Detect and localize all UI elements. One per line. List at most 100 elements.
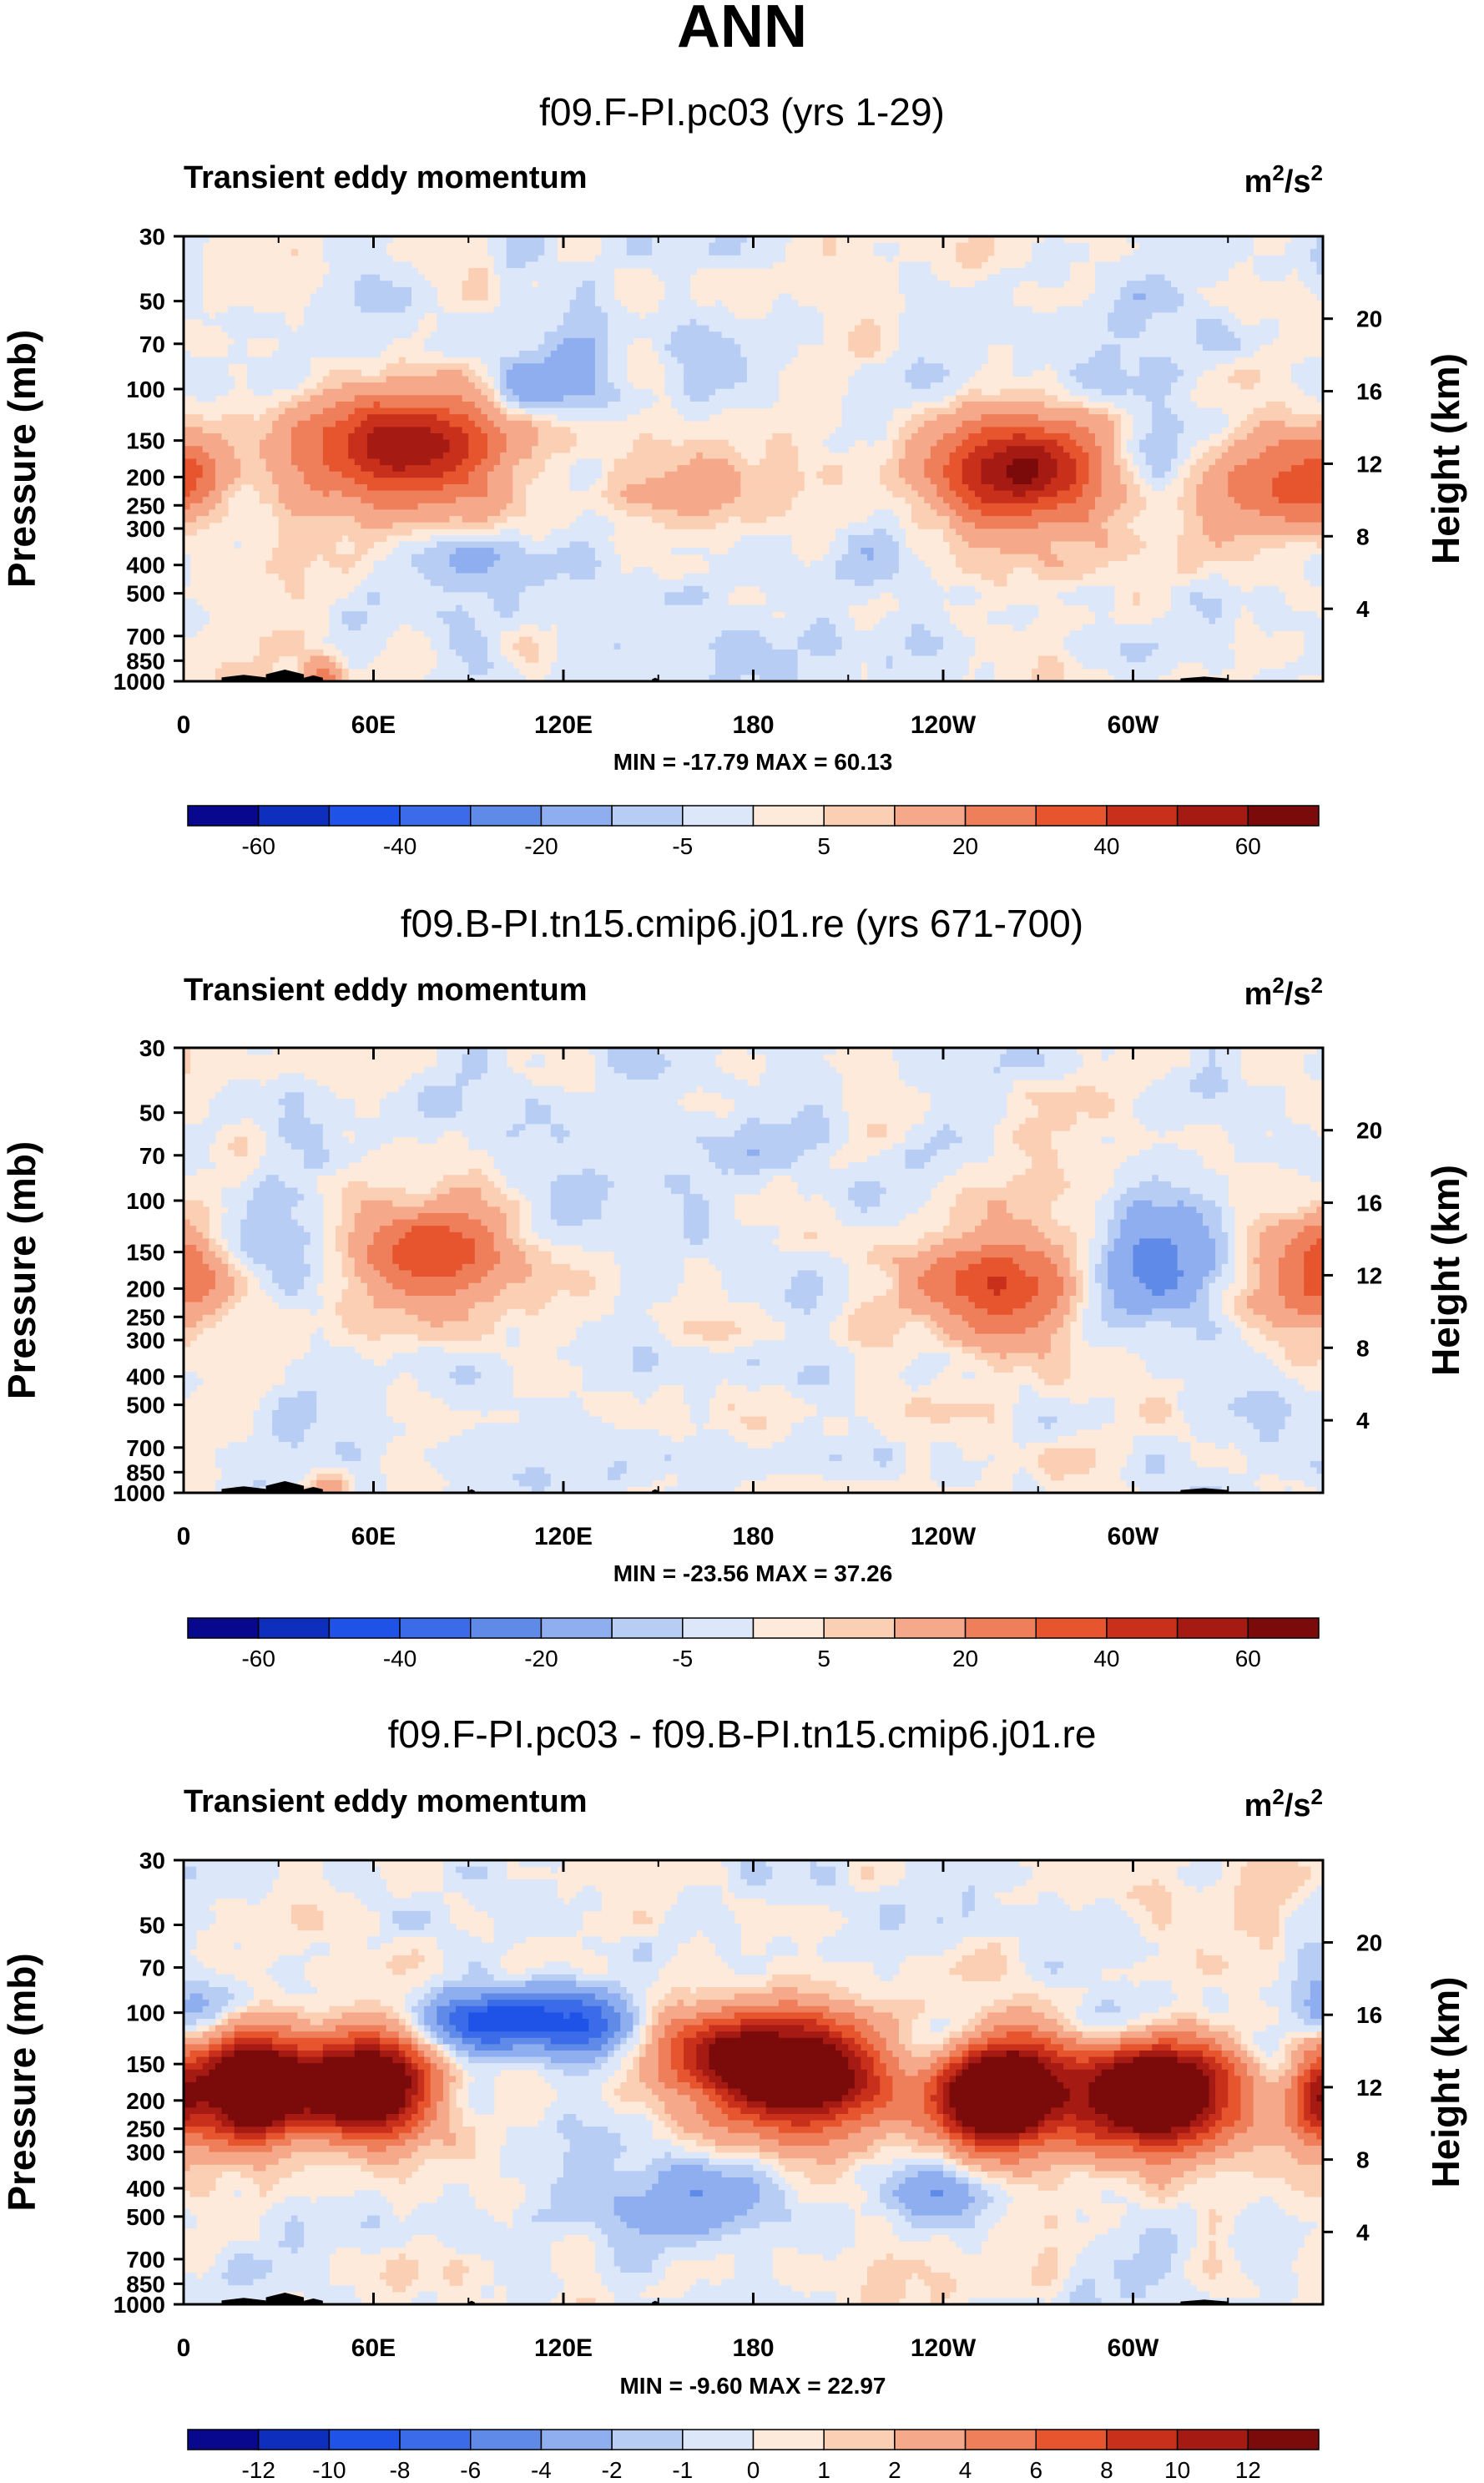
y-tick-label: 150	[126, 1240, 165, 1266]
y-tick-label: 200	[126, 1276, 165, 1302]
panel-2: f09.B-PI.tn15.cmip6.j01.re (yrs 671-700)…	[0, 902, 1467, 1671]
colorbar-swatch	[328, 1617, 401, 1639]
terrain-mask	[265, 2293, 305, 2304]
y-tick-label: 150	[126, 2051, 165, 2077]
units-units-mid: /s	[1285, 1788, 1311, 1823]
variable-label: Transient eddy momentum	[184, 160, 588, 195]
colorbar-swatch	[752, 805, 825, 827]
y-right-tick-label: 20	[1356, 1930, 1382, 1956]
colorbar-label: -20	[524, 833, 558, 859]
terrain-mask	[265, 1481, 305, 1493]
y-tick-label: 300	[126, 2139, 165, 2165]
x-tick-label: 60W	[1108, 1523, 1159, 1550]
colorbar: -12 -10 -8 -6 -4 -2 -1 0 1 2 4 6 8 10 12	[187, 2429, 1320, 2483]
x-tick-label: 60E	[351, 1523, 396, 1550]
y-tick-label: 50	[139, 1100, 165, 1126]
units-units-mid: /s	[1285, 977, 1311, 1012]
colorbar-swatch	[1176, 805, 1249, 827]
y-tick-label: 250	[126, 493, 165, 518]
colorbar-swatch	[328, 2429, 401, 2450]
colorbar-label: -8	[390, 2457, 411, 2483]
y-right-tick-label: 12	[1356, 1262, 1382, 1288]
colorbar-label: 5	[817, 833, 830, 859]
contour-field	[184, 1048, 1323, 1493]
colorbar-swatch	[1035, 1617, 1108, 1639]
colorbar-swatch	[1247, 1617, 1320, 1639]
y-tick-label: 100	[126, 1188, 165, 1214]
terrain-mask	[304, 2298, 323, 2304]
units-label: m2/s2	[1244, 160, 1323, 200]
colorbar-swatch	[682, 1617, 755, 1639]
colorbar-swatch	[611, 805, 684, 827]
colorbar: -60 -40 -20 -5 5 20 40 60	[187, 805, 1320, 859]
colorbar-swatch	[1247, 805, 1320, 827]
colorbar-label: -5	[672, 833, 693, 859]
y-tick-label: 300	[126, 1327, 165, 1353]
y-tick-label: 1000	[114, 1480, 165, 1506]
y-right-tick-label: 12	[1356, 2075, 1382, 2101]
figure-title: ANN	[677, 0, 807, 60]
colorbar-label: 40	[1093, 833, 1119, 859]
colorbar-swatch	[540, 805, 613, 827]
x-tick-label: 0	[177, 1523, 191, 1550]
colorbar-swatch	[752, 2429, 825, 2450]
contour-field	[184, 1860, 1323, 2304]
y-tick-label: 30	[139, 224, 165, 250]
y-right-axis-title: Height (km)	[1424, 1165, 1467, 1376]
colorbar-label: 12	[1235, 2457, 1261, 2483]
y-tick-label: 500	[126, 2204, 165, 2230]
terrain-mask	[221, 2298, 266, 2304]
y-right-tick-label: 16	[1356, 2002, 1382, 2028]
x-tick-label: 120E	[534, 1523, 593, 1550]
colorbar-swatch	[682, 805, 755, 827]
units-units-sup1: 2	[1272, 973, 1284, 998]
y-tick-label: 50	[139, 1913, 165, 1939]
colorbar: -60 -40 -20 -5 5 20 40 60	[187, 1617, 1320, 1671]
y-right-tick-label: 8	[1356, 2147, 1370, 2173]
colorbar-swatch	[682, 2429, 755, 2450]
units-units-sup2: 2	[1311, 973, 1323, 998]
panel-subtitle: f09.B-PI.tn15.cmip6.j01.re (yrs 671-700)	[401, 902, 1083, 945]
colorbar-label: -60	[241, 833, 275, 859]
x-tick-label: 120W	[911, 2334, 977, 2362]
y-tick-label: 400	[126, 553, 165, 579]
y-right-tick-label: 16	[1356, 1191, 1382, 1216]
x-tick-label: 180	[732, 1523, 774, 1550]
colorbar-label: -10	[312, 2457, 346, 2483]
y-right-tick-label: 4	[1356, 2219, 1370, 2245]
colorbar-label: 6	[1029, 2457, 1042, 2483]
panel-subtitle: f09.F-PI.pc03 (yrs 1-29)	[539, 90, 945, 134]
colorbar-swatch	[399, 2429, 472, 2450]
colorbar-swatch	[894, 2429, 967, 2450]
x-tick-label: 120W	[911, 711, 977, 739]
colorbar-label: 60	[1235, 833, 1261, 859]
y-tick-label: 70	[139, 331, 165, 357]
y-tick-label: 400	[126, 1364, 165, 1390]
units-units-sup1: 2	[1272, 160, 1284, 185]
colorbar-label: 20	[952, 833, 978, 859]
colorbar-label: 40	[1093, 1646, 1119, 1671]
y-tick-label: 500	[126, 581, 165, 607]
y-right-tick-label: 4	[1356, 1408, 1370, 1434]
y-tick-label: 30	[139, 1035, 165, 1061]
colorbar-swatch	[257, 2429, 331, 2450]
x-tick-label: 0	[177, 711, 191, 739]
colorbar-label: -5	[672, 1646, 693, 1671]
y-tick-label: 100	[126, 2000, 165, 2026]
panel-3: f09.F-PI.pc03 - f09.B-PI.tn15.cmip6.j01.…	[0, 1712, 1467, 2483]
min-max-label: MIN = -23.56 MAX = 37.26	[613, 1560, 893, 1586]
y-tick-label: 400	[126, 2176, 165, 2202]
x-tick-label: 120E	[534, 2334, 593, 2362]
x-tick-label: 180	[732, 2334, 774, 2362]
colorbar-swatch	[1106, 1617, 1179, 1639]
y-tick-label: 700	[126, 2247, 165, 2273]
colorbar-label: 20	[952, 1646, 978, 1671]
units-units-sup1: 2	[1272, 1784, 1284, 1809]
y-right-tick-label: 16	[1356, 379, 1382, 405]
variable-label: Transient eddy momentum	[184, 1784, 588, 1819]
colorbar-label: 1	[817, 2457, 830, 2483]
units-units-sup2: 2	[1311, 160, 1323, 185]
colorbar-label: -20	[524, 1646, 558, 1671]
colorbar-label: 60	[1235, 1646, 1261, 1671]
colorbar-swatch	[470, 2429, 543, 2450]
